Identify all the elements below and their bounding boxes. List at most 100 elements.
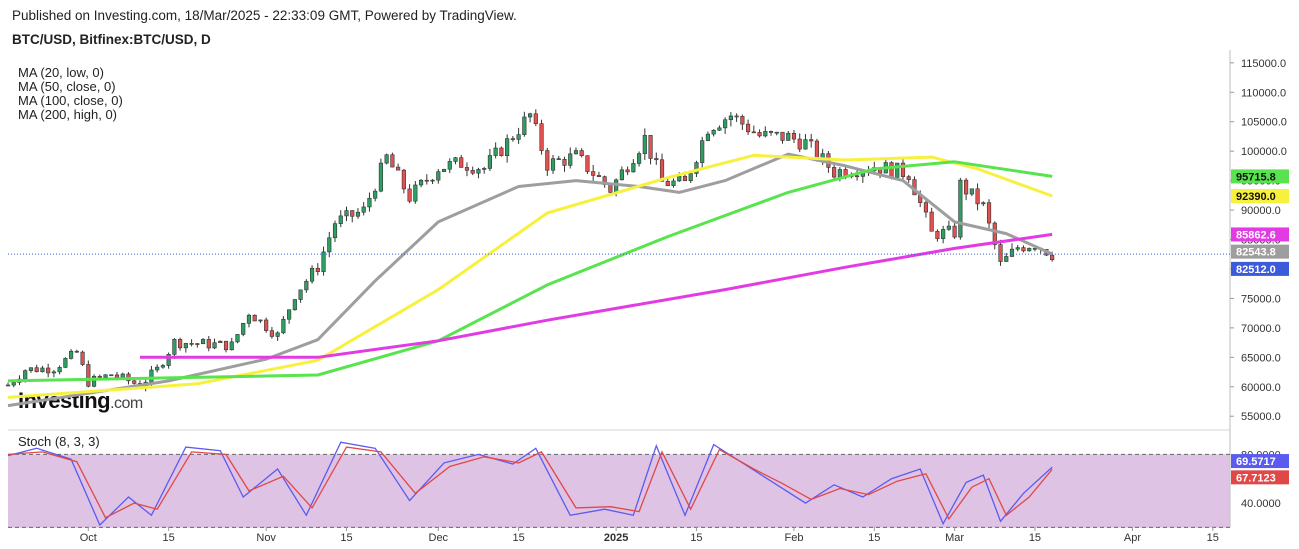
candle-up xyxy=(91,375,97,387)
candle-up xyxy=(160,365,165,368)
candle-up xyxy=(332,223,338,239)
y-tick-label: 70000.0 xyxy=(1241,323,1281,335)
candle-up xyxy=(378,162,383,192)
candle-up xyxy=(946,225,951,230)
candle-down xyxy=(809,139,814,142)
candle-up xyxy=(631,163,636,173)
candle-up xyxy=(505,138,510,156)
candle-up xyxy=(476,169,481,174)
candle-up xyxy=(723,119,728,129)
candle-down xyxy=(86,364,91,387)
y-tick-label: 90000.0 xyxy=(1241,205,1281,217)
ma-line-20 xyxy=(7,152,1053,408)
candle-up xyxy=(344,210,349,217)
candle-up xyxy=(373,190,378,199)
candle-up xyxy=(28,367,34,371)
candle-down xyxy=(1021,247,1026,252)
ma50-price-badge-bg xyxy=(1231,189,1289,204)
candle-up xyxy=(11,382,16,386)
candle-down xyxy=(109,374,114,377)
candle-down xyxy=(791,132,797,140)
candle-down xyxy=(734,115,739,118)
x-tick-label: 15 xyxy=(868,532,880,544)
candle-up xyxy=(384,154,389,164)
candle-up xyxy=(103,374,108,378)
candle-up xyxy=(573,150,579,155)
candle-up xyxy=(717,127,722,131)
candle-down xyxy=(178,339,183,349)
candle-up xyxy=(642,135,647,154)
candle-down xyxy=(132,380,137,384)
candle-down xyxy=(223,340,229,351)
candle-up xyxy=(453,157,458,162)
chart-symbol-title: BTC/USD, Bitfinex:BTC/USD, D xyxy=(12,32,211,47)
y-tick-label: 115000.0 xyxy=(1241,58,1286,70)
candle-up xyxy=(200,339,206,345)
candle-up xyxy=(694,162,699,174)
candle-up xyxy=(235,334,240,343)
candle-up xyxy=(568,153,573,166)
x-tick-label: 2025 xyxy=(604,532,628,544)
ma-line-200 xyxy=(140,232,1053,359)
candle-up xyxy=(705,133,711,141)
candle-down xyxy=(625,169,630,173)
candle-down xyxy=(929,211,934,232)
candle-up xyxy=(637,153,642,164)
candle-up xyxy=(619,169,624,181)
ma-legend: MA (20, low, 0) MA (50, close, 0) MA (10… xyxy=(18,66,123,122)
candle-up xyxy=(23,370,28,380)
candle-down xyxy=(464,167,470,171)
x-tick-label: 15 xyxy=(1029,532,1041,544)
candle-down xyxy=(189,343,194,345)
y-tick-label: 65000.0 xyxy=(1241,352,1281,364)
candle-up xyxy=(361,206,366,213)
candle-up xyxy=(355,211,361,217)
candle-up xyxy=(183,343,188,349)
stoch-d-badge-bg xyxy=(1231,470,1289,485)
stoch-k-badge-bg xyxy=(1231,454,1289,469)
candle-down xyxy=(665,181,670,186)
candle-down xyxy=(195,343,200,345)
candle-down xyxy=(34,367,39,373)
candle-down xyxy=(889,162,894,178)
candle-up xyxy=(40,367,45,373)
candle-down xyxy=(975,188,980,205)
y-tick-label: 105000.0 xyxy=(1241,117,1287,129)
candle-down xyxy=(97,375,102,378)
candle-up xyxy=(155,366,160,371)
stoch-band-fill xyxy=(8,454,1230,528)
ma20-price-badge: 82543.8 xyxy=(1236,247,1276,259)
candle-down xyxy=(906,176,911,180)
candle-up xyxy=(958,179,963,238)
candle-up xyxy=(430,179,435,182)
candle-up xyxy=(338,215,343,224)
stoch-y-tick-label: 40.0000 xyxy=(1241,498,1281,510)
candle-down xyxy=(556,158,561,160)
candle-up xyxy=(298,289,303,300)
candle-down xyxy=(654,158,659,161)
candle-down xyxy=(832,167,837,178)
candle-down xyxy=(923,202,929,213)
candle-up xyxy=(172,339,177,355)
candle-down xyxy=(986,202,992,224)
candle-down xyxy=(768,131,774,133)
ma50-price-badge: 92390.0 xyxy=(1236,191,1276,203)
candle-down xyxy=(459,157,464,168)
candle-up xyxy=(309,267,315,282)
candle-down xyxy=(269,330,274,337)
candle-down xyxy=(591,171,596,176)
candle-up xyxy=(51,371,56,374)
candle-up xyxy=(120,373,125,378)
candle-down xyxy=(740,116,745,125)
candle-up xyxy=(321,251,326,272)
candle-up xyxy=(677,175,682,182)
candle-up xyxy=(418,179,424,186)
candle-up xyxy=(763,131,768,137)
ma20-legend-label: MA (20, low, 0) xyxy=(18,65,104,80)
candle-up xyxy=(728,115,733,121)
candle-up xyxy=(436,171,441,181)
y-tick-label: 75000.0 xyxy=(1241,293,1281,305)
candle-up xyxy=(241,322,246,335)
candle-down xyxy=(252,314,257,322)
